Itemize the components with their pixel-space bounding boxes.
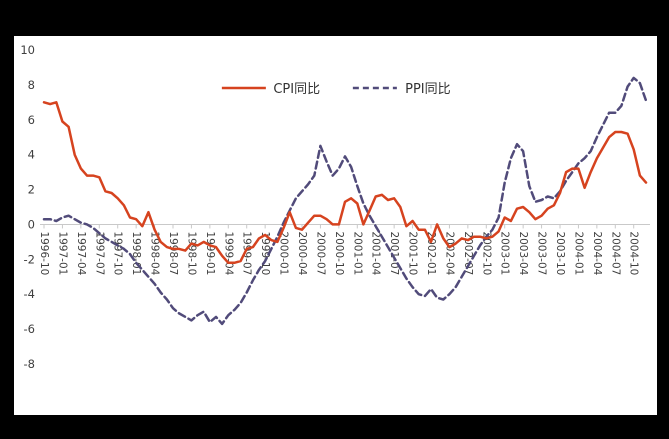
x-tick-label: 2001-10 (407, 231, 419, 275)
x-tick-label: 2004-10 (628, 231, 640, 275)
legend-item-cpi: CPI同比 (220, 78, 320, 97)
x-tick-label: 2000-01 (278, 231, 290, 275)
legend-line-ppi (353, 86, 398, 89)
line-chart: 10 8 6 4 2 0 -2 -4 -6 -8 1996-10 1997-01 1997-04 1997… (20, 43, 650, 371)
x-tick-label: 2003-01 (499, 231, 511, 275)
x-tick-label: 1997-01 (56, 231, 68, 275)
x-tick-label: 1999-07 (241, 231, 253, 275)
x-tick-label: 2003-07 (536, 231, 548, 275)
x-tick-label: 1999-01 (204, 231, 216, 275)
y-tick-label: 2 (28, 183, 35, 197)
x-tick-label: 1996-10 (38, 231, 50, 275)
x-tick-label: 2003-10 (554, 231, 566, 275)
x-tick-label: 1997-04 (75, 231, 87, 275)
y-tick-label: 0 (28, 217, 35, 231)
y-tick-label: -2 (24, 252, 35, 266)
x-tick-label: 2000-07 (314, 231, 326, 275)
x-tick-label: 2002-07 (462, 231, 474, 275)
x-tick-label: 2002-01 (425, 231, 437, 275)
x-tick-label: 2000-10 (333, 231, 345, 275)
chart-panel: CPI同比 PPI同比 10 8 6 4 2 0 -2 -4 -6 -8 1996-10 1997-0… (14, 36, 657, 415)
legend-item-ppi: PPI同比 (352, 78, 451, 97)
legend-label-cpi: CPI同比 (273, 82, 321, 97)
series-line (42, 76, 648, 326)
x-tick-label: 2001-04 (370, 231, 382, 275)
y-tick-label: -4 (24, 287, 35, 301)
x-tick-label: 1997-10 (112, 231, 124, 275)
x-tick-label: 2002-10 (480, 231, 492, 275)
x-tick-label: 2001-07 (388, 231, 400, 275)
x-tick-label: 1998-07 (167, 231, 179, 275)
x-tick-label: 2002-04 (443, 231, 455, 275)
y-tick-label: 8 (28, 78, 35, 92)
y-tick-label: 6 (28, 113, 35, 127)
x-tick-label: 2000-04 (296, 231, 308, 275)
series-line (42, 101, 648, 265)
x-tick-label: 2004-07 (609, 231, 621, 275)
x-tick-label: 1998-10 (185, 231, 197, 275)
x-tick-label: 2003-04 (517, 231, 529, 275)
y-tick-label: -8 (24, 357, 35, 371)
y-tick-label: 10 (20, 43, 35, 57)
x-tick-label: 1997-07 (93, 231, 105, 275)
x-tick-label: 2004-01 (572, 231, 584, 275)
x-tick-label: 2001-01 (351, 231, 363, 275)
x-tick-label: 1998-04 (149, 231, 161, 275)
legend-label-ppi: PPI同比 (405, 82, 451, 97)
legend-line-cpi (221, 86, 266, 89)
y-tick-label: 4 (28, 148, 35, 162)
x-tick-label: 1999-04 (222, 231, 234, 275)
chart-legend: CPI同比 PPI同比 (220, 78, 451, 97)
x-tick-label: 2004-04 (591, 231, 603, 275)
y-tick-label: -6 (24, 322, 35, 336)
